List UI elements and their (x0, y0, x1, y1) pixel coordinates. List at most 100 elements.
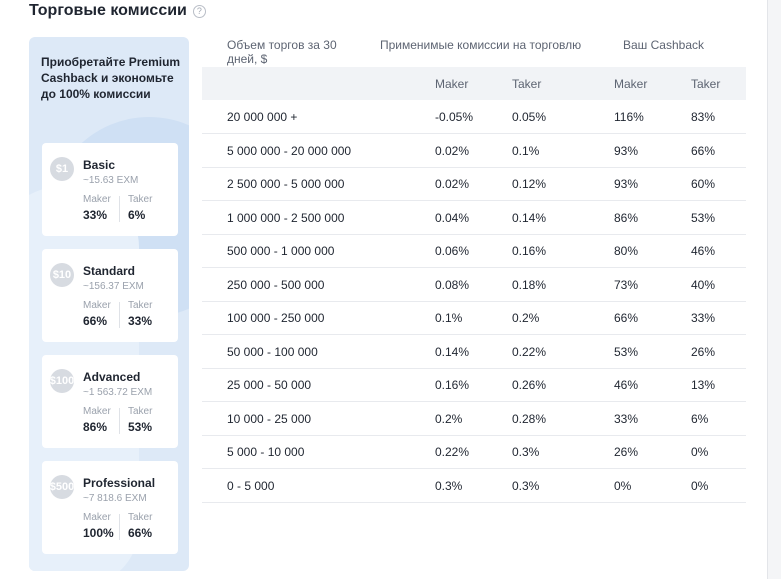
cell-cashback-maker: 116% (614, 110, 644, 124)
plan-badge-icon: $10 (50, 263, 74, 287)
plan-maker-value: 33% (83, 208, 108, 222)
cell-cashback-maker: 80% (614, 244, 639, 258)
cell-cashback-taker: 0% (691, 445, 709, 459)
plan-maker-label: Maker (83, 300, 111, 311)
plan-name: Basic (83, 158, 116, 172)
cell-volume: 5 000 - 10 000 (227, 445, 305, 459)
cell-fee-taker: 0.18% (512, 277, 547, 292)
table-row: 2 500 000 - 5 000 000 0.02% 0.12% 93% 60% (202, 167, 746, 201)
plan-price: ~15.63 EXM (83, 175, 139, 186)
cell-cashback-maker: 73% (614, 277, 639, 292)
subheader-fee-taker: Taker (512, 77, 542, 91)
cell-fee-maker: 0.1% (435, 311, 463, 325)
plan-price: ~7 818.6 EXM (83, 493, 147, 504)
cell-fee-maker: 0.02% (435, 143, 470, 158)
question-circle-icon[interactable]: ? (192, 4, 206, 18)
cell-fee-taker: 0.22% (512, 344, 547, 359)
plan-name: Advanced (83, 370, 141, 384)
subheader-cashback-maker: Maker (614, 77, 648, 91)
table-row: 1 000 000 - 2 500 000 0.04% 0.14% 86% 53% (202, 201, 746, 235)
plan-name: Professional (83, 476, 156, 490)
cell-cashback-taker: 6% (691, 411, 709, 426)
cell-cashback-taker: 83% (691, 110, 716, 124)
plan-taker-label: Taker (128, 406, 153, 417)
table-row: 100 000 - 250 000 0.1% 0.2% 66% 33% (202, 301, 746, 335)
plan-card-basic[interactable]: $1 Basic ~15.63 EXM Maker 33% Taker 6% (42, 143, 178, 236)
table-row: 5 000 - 10 000 0.22% 0.3% 26% 0% (202, 435, 746, 469)
column-header-volume: Объем торгов за 30 дней, $ (227, 38, 337, 66)
plan-maker-value: 66% (83, 314, 108, 328)
plan-maker: Maker 86% (83, 406, 111, 434)
cell-fee-maker: 0.06% (435, 244, 470, 258)
cell-fee-maker: -0.05% (435, 110, 474, 124)
plan-taker: Taker 53% (128, 406, 152, 434)
cell-cashback-maker: 46% (614, 378, 639, 392)
page-title-text: Торговые комиссии (29, 2, 187, 19)
subheader-cashback-taker: Taker (691, 77, 721, 91)
table-row: 250 000 - 500 000 0.08% 0.18% 73% 40% (202, 268, 746, 302)
plan-name: Standard (83, 264, 136, 278)
table-subheader (202, 67, 746, 100)
cell-volume: 20 000 000 + (227, 110, 298, 124)
page-scrollbar[interactable] (767, 0, 781, 579)
plan-badge-icon: $100 (50, 369, 74, 393)
cell-cashback-maker: 0% (614, 478, 632, 493)
cell-fee-taker: 0.1% (512, 143, 540, 158)
plan-badge-icon: $500 (50, 475, 74, 499)
cell-volume: 1 000 000 - 2 500 000 (227, 210, 345, 225)
cell-fee-taker: 0.2% (512, 311, 540, 325)
cell-fee-taker: 0.14% (512, 210, 547, 225)
cell-fee-taker: 0.12% (512, 177, 547, 191)
cell-cashback-maker: 26% (614, 445, 639, 459)
cell-fee-taker: 0.3% (512, 478, 540, 493)
plan-badge-icon: $1 (50, 157, 74, 181)
column-header-fees: Применимые комиссии на торговлю (380, 38, 582, 52)
cell-fee-maker: 0.04% (435, 210, 470, 225)
plan-price: ~156.37 EXM (83, 281, 144, 292)
plan-taker: Taker 6% (128, 194, 152, 222)
plan-maker-label: Maker (83, 194, 111, 205)
plan-card-advanced[interactable]: $100 Advanced ~1 563.72 EXM Maker 86% Ta… (42, 355, 178, 448)
cell-fee-taker: 0.3% (512, 445, 540, 459)
table-row: 500 000 - 1 000 000 0.06% 0.16% 80% 46% (202, 234, 746, 268)
plan-maker-value: 86% (83, 420, 108, 434)
plan-maker: Maker 100% (83, 512, 114, 540)
plan-taker-value: 53% (128, 420, 153, 434)
cell-cashback-taker: 60% (691, 177, 716, 191)
cell-cashback-taker: 13% (691, 378, 716, 392)
table-row: 25 000 - 50 000 0.16% 0.26% 46% 13% (202, 368, 746, 402)
cell-fee-taker: 0.05% (512, 110, 547, 124)
plan-taker-value: 33% (128, 314, 153, 328)
cell-cashback-maker: 86% (614, 210, 639, 225)
cell-volume: 10 000 - 25 000 (227, 411, 312, 426)
plan-divider (119, 408, 120, 434)
cell-cashback-maker: 33% (614, 411, 639, 426)
plan-taker: Taker 66% (128, 512, 152, 540)
cell-fee-maker: 0.14% (435, 344, 470, 359)
cell-volume: 25 000 - 50 000 (227, 378, 312, 392)
cell-cashback-maker: 93% (614, 177, 639, 191)
plan-maker-value: 100% (83, 526, 114, 540)
table-row: 0 - 5 000 0.3% 0.3% 0% 0% (202, 469, 746, 503)
column-header-cashback: Ваш Cashback (623, 38, 704, 52)
plan-taker: Taker 33% (128, 300, 152, 328)
plan-card-standard[interactable]: $10 Standard ~156.37 EXM Maker 66% Taker… (42, 249, 178, 342)
cell-fee-maker: 0.22% (435, 445, 470, 459)
cell-cashback-taker: 46% (691, 244, 716, 258)
page-title: Торговые комиссии ? (29, 2, 206, 20)
cell-fee-maker: 0.2% (435, 411, 463, 426)
plan-card-professional[interactable]: $500 Professional ~7 818.6 EXM Maker 100… (42, 461, 178, 554)
cell-fee-maker: 0.02% (435, 177, 470, 191)
plan-maker: Maker 66% (83, 300, 111, 328)
plan-maker-label: Maker (83, 406, 111, 417)
plan-divider (119, 302, 120, 328)
cell-cashback-taker: 40% (691, 277, 716, 292)
cell-volume: 0 - 5 000 (227, 478, 275, 493)
plan-divider (119, 196, 120, 222)
plan-taker-value: 6% (128, 208, 146, 222)
cell-cashback-taker: 26% (691, 344, 716, 359)
cell-volume: 250 000 - 500 000 (227, 277, 325, 292)
plan-taker-label: Taker (128, 300, 153, 311)
cell-cashback-taker: 53% (691, 210, 716, 225)
premium-cashback-panel: Приобретайте Premium Cashback и экономьт… (29, 37, 189, 571)
